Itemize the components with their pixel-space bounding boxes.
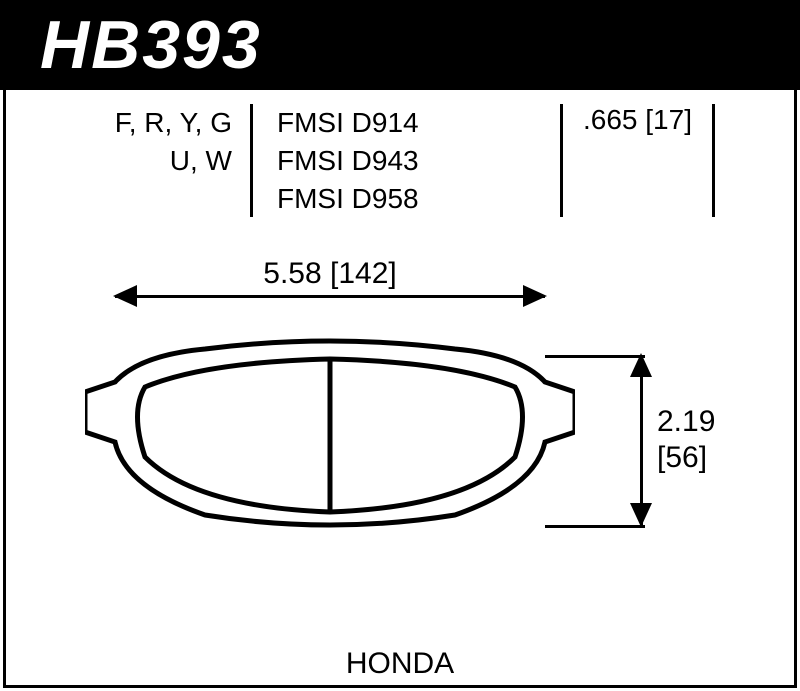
height-label: 2.19 [56] bbox=[657, 404, 715, 476]
height-arrow-icon bbox=[640, 355, 643, 525]
height-inches: 2.19 bbox=[657, 404, 715, 440]
diagram-area: 5.58 [142] 2.19 [56] bbox=[0, 237, 800, 617]
width-dimension: 5.58 [142] bbox=[115, 257, 545, 298]
height-mm: [56] bbox=[657, 440, 715, 476]
brake-pad-outline-icon bbox=[85, 337, 575, 547]
width-arrow-icon bbox=[115, 295, 545, 298]
width-mm: [142] bbox=[330, 257, 397, 290]
width-label: 5.58 [142] bbox=[115, 257, 545, 291]
height-dimension: 2.19 [56] bbox=[640, 355, 715, 525]
width-inches: 5.58 bbox=[263, 257, 321, 290]
